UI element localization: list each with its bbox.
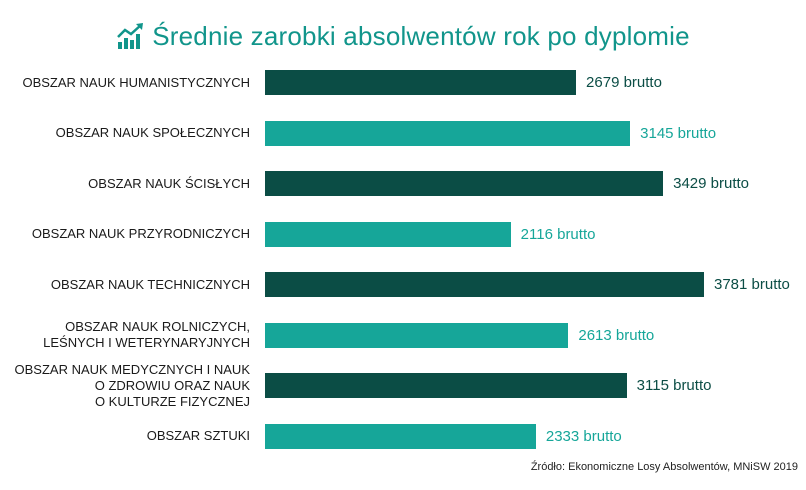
category-label: OBSZAR NAUK TECHNICZNYCH <box>50 276 250 292</box>
bar <box>265 322 569 348</box>
category-label: OBSZAR NAUK PRZYRODNICZYCH <box>31 226 250 241</box>
source-note: Źródło: Ekonomiczne Losy Absolwentów, MN… <box>530 461 798 473</box>
category-label: OBSZAR NAUK HUMANISTYCZNYCH <box>22 74 250 90</box>
category-label: OBSZAR NAUK MEDYCZNYCH I NAUK O ZDROWIU … <box>14 361 250 409</box>
bar <box>265 70 577 95</box>
category-label: OBSZAR NAUK SPOŁECZNYCH <box>55 125 250 140</box>
bar <box>265 272 704 297</box>
bar <box>265 373 627 398</box>
trending-chart-icon <box>117 23 144 49</box>
value-label: 2679 brutto <box>586 74 662 91</box>
category-label: OBSZAR SZTUKI <box>146 428 250 443</box>
chart-header: Średnie zarobki absolwentów rok po dyplo… <box>0 14 806 58</box>
bar <box>265 120 631 146</box>
chart-title: Średnie zarobki absolwentów rok po dyplo… <box>152 20 690 51</box>
category-label: OBSZAR NAUK ŚCISŁYCH <box>88 175 250 191</box>
bar <box>265 221 511 247</box>
value-label: 3781 brutto <box>714 276 790 293</box>
value-label: 2333 brutto <box>545 427 622 445</box>
value-label: 2116 brutto <box>520 225 596 243</box>
value-label: 3429 brutto <box>673 175 750 192</box>
value-label: 3115 brutto <box>636 377 712 394</box>
bar <box>265 171 664 196</box>
value-label: 2613 brutto <box>578 326 655 344</box>
bar <box>265 423 536 449</box>
category-label: OBSZAR NAUK ROLNICZYCH, LEŚNYCH I WETERY… <box>43 319 250 350</box>
value-label: 3145 brutto <box>640 124 717 142</box>
